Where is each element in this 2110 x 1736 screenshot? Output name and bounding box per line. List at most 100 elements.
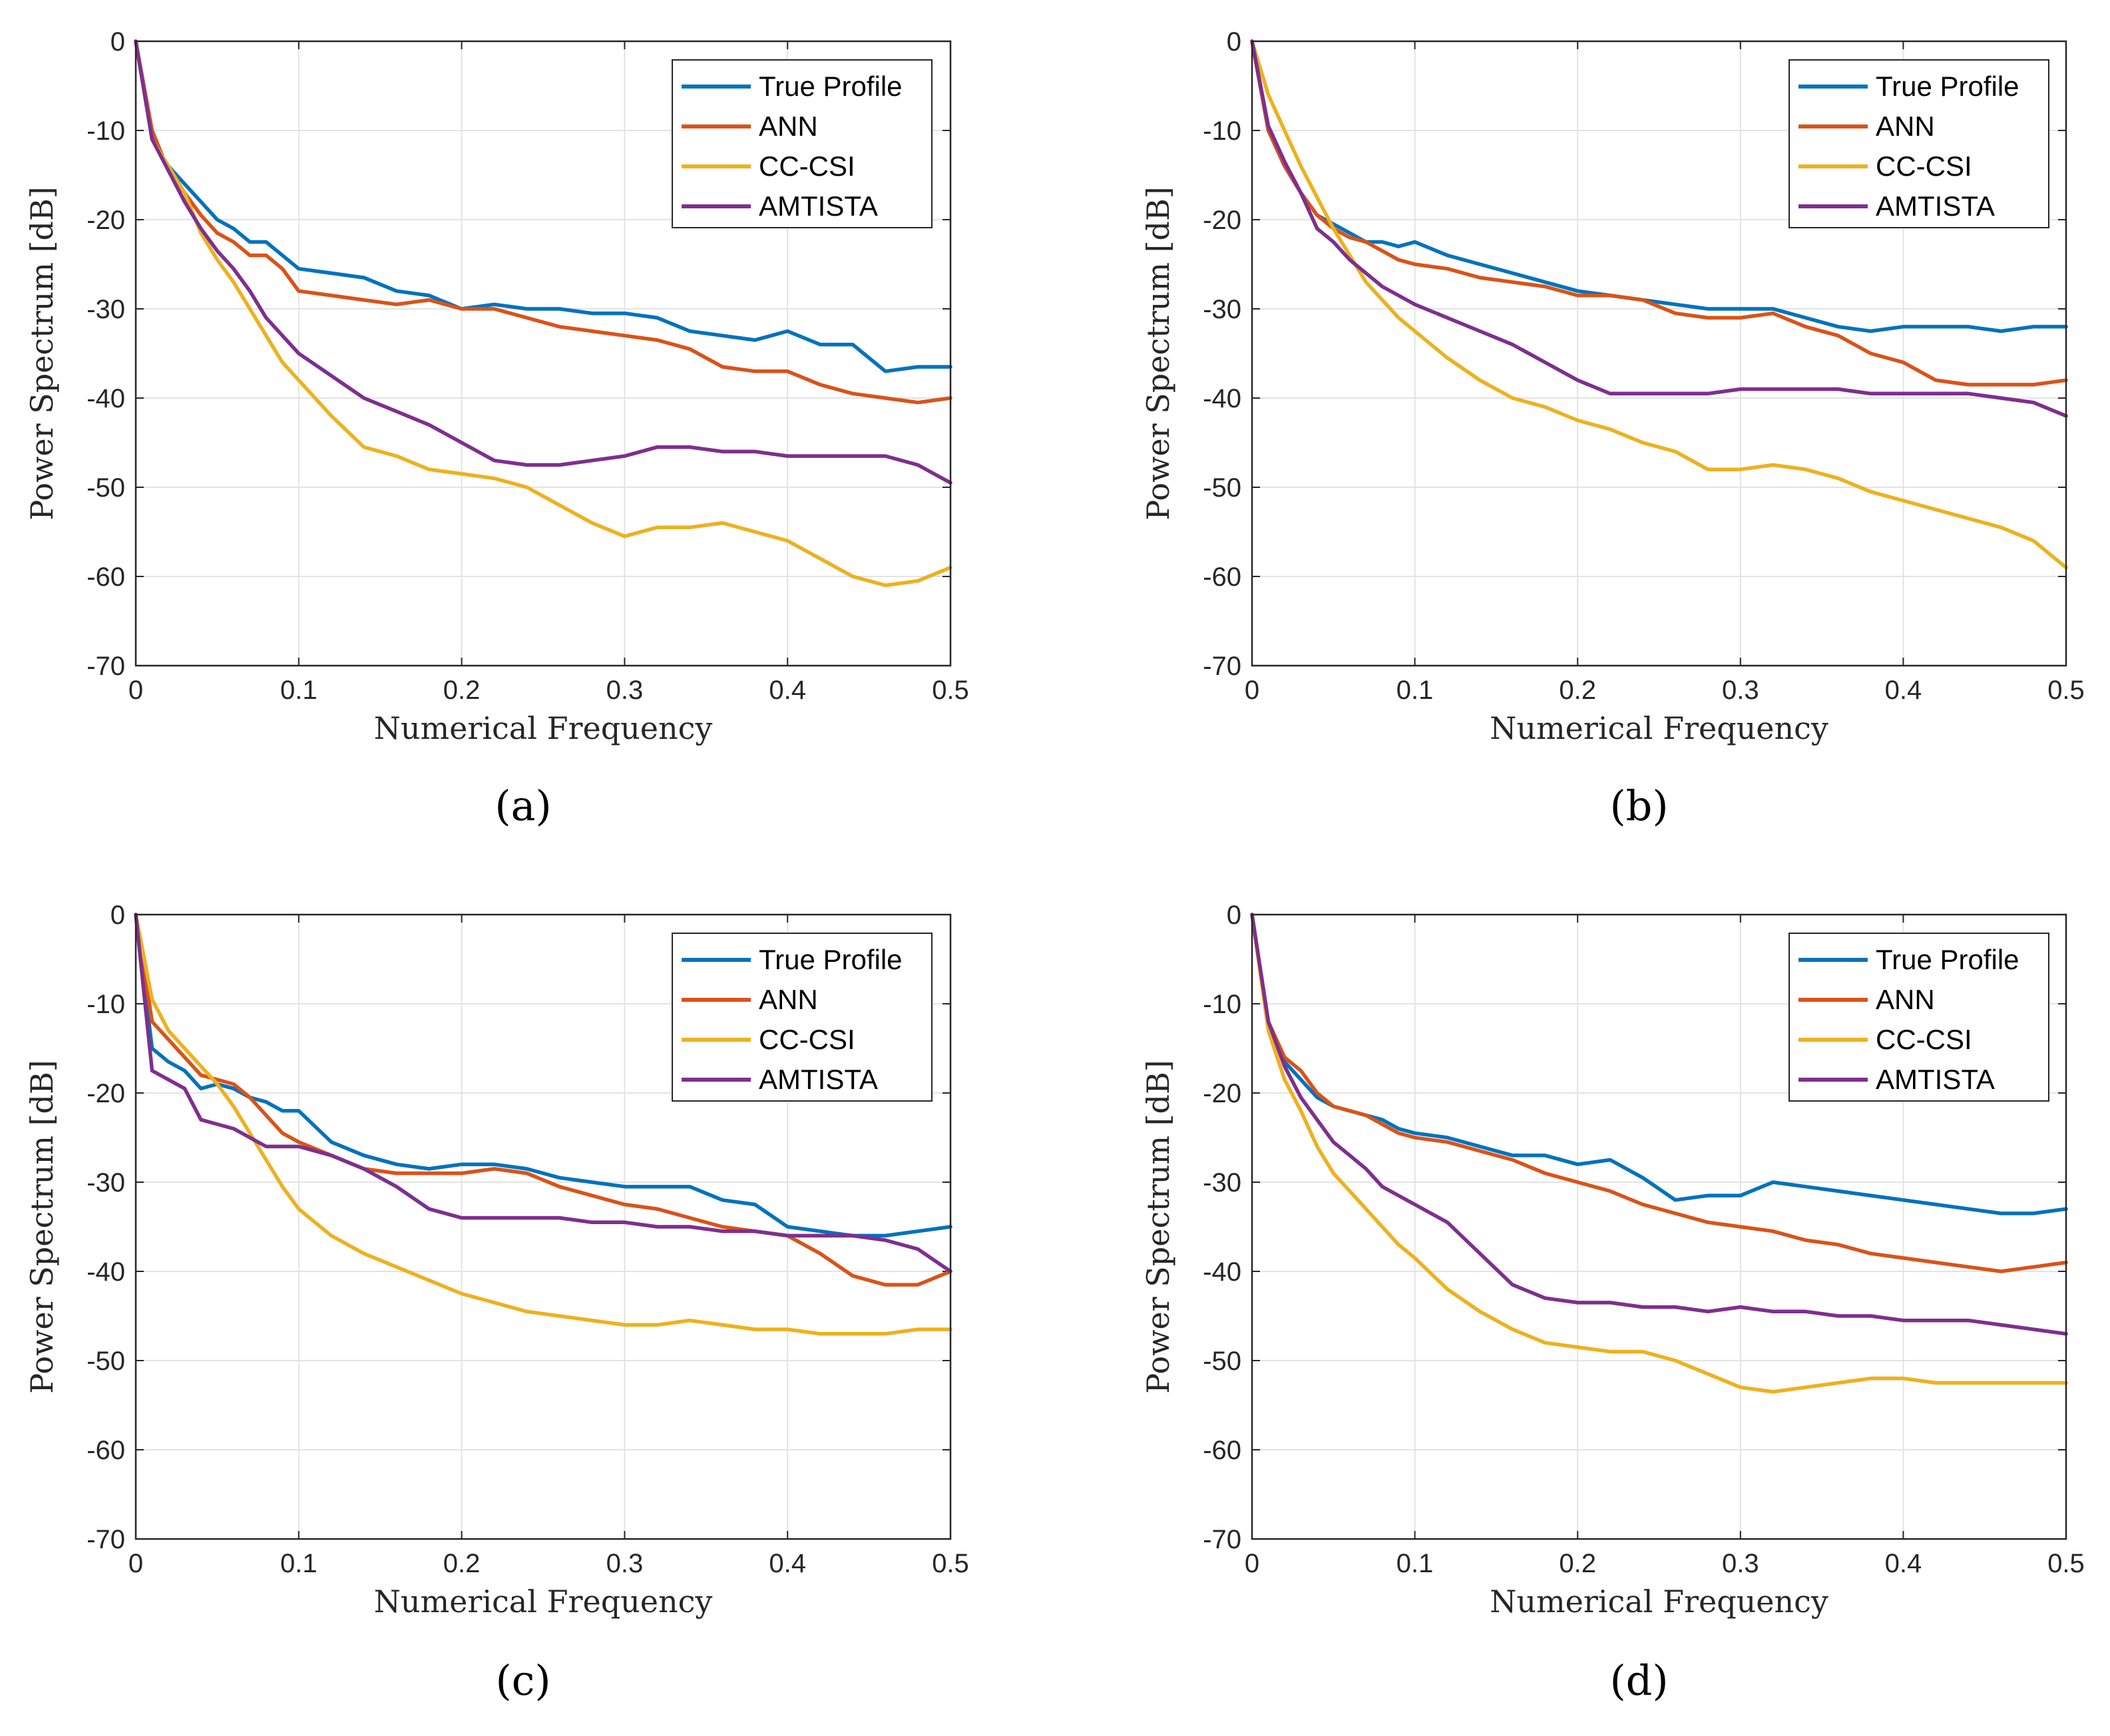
- legend-entry: True Profile: [1876, 71, 2019, 102]
- series-line-amtista: [134, 913, 952, 1273]
- x-axis-label: Numerical Frequency: [374, 710, 713, 746]
- series-line-ann: [1250, 913, 2068, 1273]
- x-tick-label: 0.1: [1396, 1549, 1434, 1578]
- chart-panel-a: 0 0.1 0.2 0.3 0.4 0.5 0 -10 -20 -30 -40 -50 -60 -70 Nu…: [24, 27, 969, 830]
- y-axis-label: Power Spectrum [dB]: [1140, 186, 1176, 520]
- x-tick-label: 0.3: [606, 676, 644, 705]
- y-tick-label: -60: [1203, 562, 1241, 592]
- legend-entry: AMTISTA: [759, 190, 878, 222]
- axes-box: [134, 913, 952, 1540]
- y-tick-label: -30: [87, 1168, 125, 1197]
- legend-entry: AMTISTA: [1876, 1064, 1995, 1095]
- chart-panel-d: 0 0.1 0.2 0.3 0.4 0.5 0 -10 -20 -30 -40 -50 -60 -70 Nu…: [1140, 901, 2085, 1705]
- y-tick-label: -20: [1203, 1079, 1241, 1108]
- x-tick-label: 0.3: [1722, 1549, 1759, 1578]
- axes-box: [1251, 913, 2067, 1540]
- x-tick-label: 0.2: [1559, 676, 1596, 705]
- series-line-cc-csi: [1250, 913, 2068, 1394]
- legend-entry: ANN: [759, 110, 818, 142]
- series-line-true-profile: [1250, 39, 2068, 333]
- legend-entry: ANN: [1876, 984, 1935, 1015]
- y-tick-label: -30: [87, 295, 125, 324]
- y-tick-label: -20: [1203, 206, 1241, 235]
- x-tick-label: 0.4: [769, 676, 806, 705]
- legend-entry: True Profile: [759, 71, 903, 102]
- x-tick-label: 0.2: [443, 1549, 481, 1578]
- chart-panel-c: 0 0.1 0.2 0.3 0.4 0.5 0 -10 -20 -30 -40 -50 -60 -70 Nu…: [24, 901, 969, 1705]
- series-line-cc-csi: [134, 39, 952, 588]
- axes-box: [1251, 40, 2067, 667]
- x-tick-label: 0: [1245, 1549, 1259, 1578]
- y-tick-label: -70: [87, 652, 125, 681]
- panel-label: (a): [495, 781, 551, 830]
- x-tick-label: 0.4: [1885, 1549, 1922, 1578]
- x-tick-label: 0: [1245, 676, 1259, 705]
- x-tick-label: 0: [128, 676, 143, 705]
- y-tick-label: -50: [1203, 1347, 1241, 1376]
- series-line-amtista: [134, 39, 952, 485]
- legend: True Profile ANN CC-CSI AMTISTA: [1789, 933, 2049, 1102]
- series-line-ann: [134, 39, 952, 405]
- y-tick-label: -50: [1203, 473, 1241, 503]
- series-line-cc-csi: [1250, 39, 2068, 570]
- x-tick-label: 0.4: [769, 1549, 806, 1578]
- y-axis-label: Power Spectrum [dB]: [1140, 1060, 1176, 1393]
- panel-label: (d): [1609, 1656, 1668, 1705]
- x-tick-label: 0.4: [1885, 676, 1922, 705]
- y-tick-label: -70: [1203, 1525, 1241, 1554]
- y-tick-label: -10: [87, 116, 125, 146]
- y-tick-label: -40: [1203, 384, 1241, 413]
- x-tick-label: 0.1: [1396, 676, 1434, 705]
- panel-label: (c): [495, 1656, 550, 1705]
- y-tick-label: -30: [1203, 295, 1241, 324]
- y-tick-label: 0: [1227, 27, 1241, 57]
- legend-entry: True Profile: [759, 944, 903, 975]
- y-tick-label: -40: [1203, 1257, 1241, 1287]
- y-tick-label: -30: [1203, 1168, 1241, 1197]
- legend-entry: CC-CSI: [1876, 150, 1972, 182]
- legend-entry: CC-CSI: [1876, 1024, 1972, 1055]
- legend: True Profile ANN CC-CSI AMTISTA: [672, 933, 933, 1102]
- x-tick-label: 0.1: [280, 1549, 317, 1578]
- y-axis-label: Power Spectrum [dB]: [24, 186, 60, 520]
- y-tick-label: -60: [1203, 1436, 1241, 1465]
- y-axis-label: Power Spectrum [dB]: [24, 1060, 60, 1393]
- panel-label: (b): [1609, 781, 1668, 830]
- legend-entry: True Profile: [1876, 944, 2019, 975]
- y-tick-label: -10: [1203, 116, 1241, 146]
- legend: True Profile ANN CC-CSI AMTISTA: [1789, 59, 2049, 228]
- x-tick-label: 0.2: [443, 676, 481, 705]
- x-tick-label: 0.5: [2047, 1549, 2085, 1578]
- series-line-amtista: [1250, 39, 2068, 418]
- x-tick-label: 0.5: [932, 1549, 969, 1578]
- y-tick-label: -70: [87, 1525, 125, 1554]
- y-tick-label: -60: [87, 562, 125, 592]
- y-tick-label: -40: [87, 384, 125, 413]
- y-tick-label: -20: [87, 1079, 125, 1108]
- series-line-cc-csi: [134, 913, 952, 1336]
- y-tick-label: -50: [87, 473, 125, 503]
- legend-entry: AMTISTA: [1876, 190, 1995, 222]
- y-tick-label: -10: [87, 990, 125, 1019]
- x-axis-label: Numerical Frequency: [1490, 710, 1828, 746]
- y-tick-label: -40: [87, 1257, 125, 1287]
- legend-entry: AMTISTA: [759, 1064, 878, 1095]
- x-tick-label: 0: [128, 1549, 143, 1578]
- y-tick-label: 0: [110, 27, 125, 57]
- y-tick-label: -70: [1203, 652, 1241, 681]
- x-axis-label: Numerical Frequency: [374, 1584, 713, 1620]
- legend-entry: ANN: [1876, 110, 1935, 142]
- y-tick-label: -10: [1203, 990, 1241, 1019]
- y-tick-label: 0: [1227, 901, 1241, 930]
- x-tick-label: 0.5: [2047, 676, 2085, 705]
- legend: True Profile ANN CC-CSI AMTISTA: [672, 59, 933, 228]
- axes-box: [134, 40, 952, 667]
- x-tick-label: 0.3: [606, 1549, 644, 1578]
- y-tick-label: -20: [87, 206, 125, 235]
- x-tick-label: 0.3: [1722, 676, 1759, 705]
- x-tick-label: 0.2: [1559, 1549, 1596, 1578]
- legend-entry: CC-CSI: [759, 1024, 855, 1055]
- y-tick-label: -50: [87, 1347, 125, 1376]
- y-tick-label: -60: [87, 1436, 125, 1465]
